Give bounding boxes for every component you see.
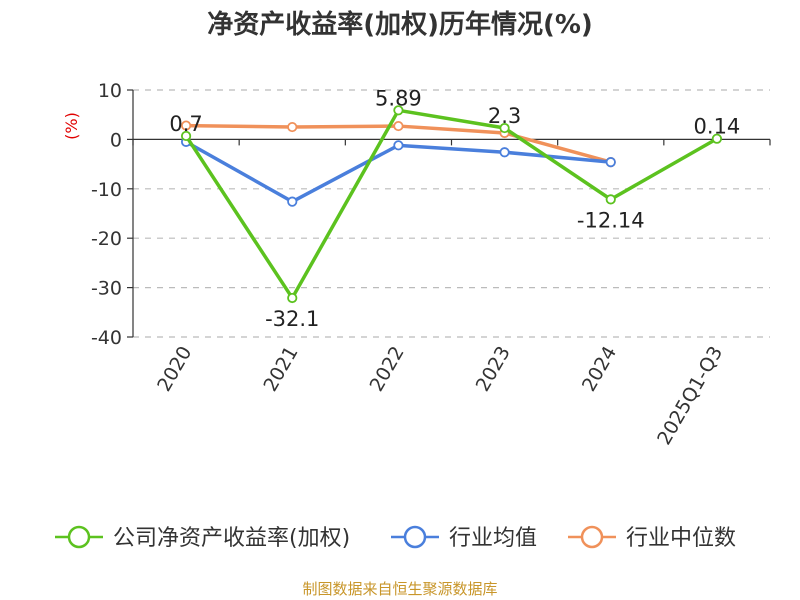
data-point: [287, 292, 298, 304]
chart-title: 净资产收益率(加权)历年情况(%): [207, 9, 593, 40]
y-tick-label: 0: [110, 129, 122, 151]
series-lines: [180, 105, 723, 304]
data-point: [393, 105, 404, 116]
y-tick-label: -30: [91, 278, 122, 300]
x-tick-label: 2021: [259, 343, 302, 396]
data-point: [711, 133, 723, 144]
data-label: 0.7: [169, 112, 202, 136]
data-point: [180, 120, 192, 131]
data-point: [605, 194, 616, 205]
data-label: 0.14: [694, 115, 741, 139]
x-tick-label: 2022: [366, 343, 409, 396]
legend-label: 行业均值: [449, 526, 537, 551]
data-point: [287, 196, 298, 207]
legend: 公司净资产收益率(加权) 行业均值 行业中位数: [55, 525, 736, 551]
x-tick-label: 2025Q1-Q3: [653, 343, 727, 449]
y-tick-label: 10: [98, 80, 122, 102]
y-tick-label: -10: [91, 179, 122, 201]
data-point: [180, 130, 192, 142]
legend-marker: [67, 525, 91, 549]
legend-label: 行业中位数: [626, 526, 736, 551]
data-label: -12.14: [577, 208, 645, 232]
data-point: [287, 121, 298, 133]
series-line: [185, 140, 611, 204]
data-point: [499, 147, 510, 158]
legend-marker: [580, 525, 604, 549]
x-tick-label: 2024: [578, 343, 621, 396]
y-tick-label: -40: [91, 327, 122, 349]
data-label: -32.1: [265, 307, 319, 331]
data-labels: 0.7 -32.1 5.89 2.3 -12.14 0.14: [169, 86, 740, 331]
x-tick-label: 2023: [472, 343, 515, 396]
data-point: [605, 157, 616, 168]
y-axis-label: (%): [62, 112, 81, 140]
data-label: 2.3: [488, 104, 521, 128]
data-source-note: 制图数据来自恒生聚源数据库: [302, 580, 497, 598]
grid-lines: [133, 89, 770, 338]
series-line: [184, 108, 718, 300]
data-point: [499, 122, 510, 134]
data-point: [393, 140, 404, 151]
data-point: [393, 120, 404, 132]
y-tick-label: -20: [91, 228, 122, 250]
legend-label: 公司净资产收益率(加权): [113, 526, 350, 551]
x-tick-label: 2020: [153, 343, 196, 396]
legend-marker: [403, 525, 427, 549]
data-label: 5.89: [375, 86, 422, 110]
